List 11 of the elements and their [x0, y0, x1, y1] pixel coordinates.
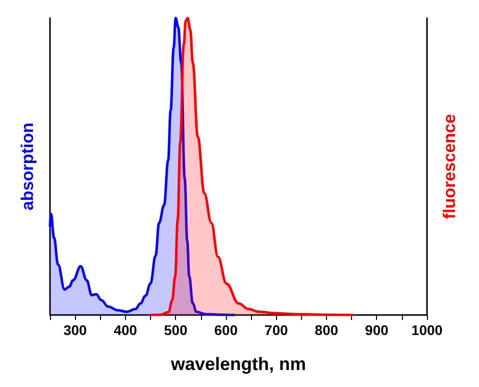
- y-axis-title: absorption: [18, 122, 37, 210]
- x-tick-label: 500: [164, 322, 188, 338]
- x-tick-label: 300: [63, 322, 88, 338]
- x-tick-label: 800: [314, 322, 338, 338]
- x-tick-label: 1000: [411, 322, 443, 338]
- y2-axis-title: fluorescence: [440, 114, 459, 219]
- x-tick-label: 700: [264, 322, 288, 338]
- x-tick-label: 600: [214, 322, 238, 338]
- x-axis-title: wavelength, nm: [170, 354, 306, 374]
- x-tick-label: 400: [114, 322, 138, 338]
- x-tick-label: 900: [365, 322, 389, 338]
